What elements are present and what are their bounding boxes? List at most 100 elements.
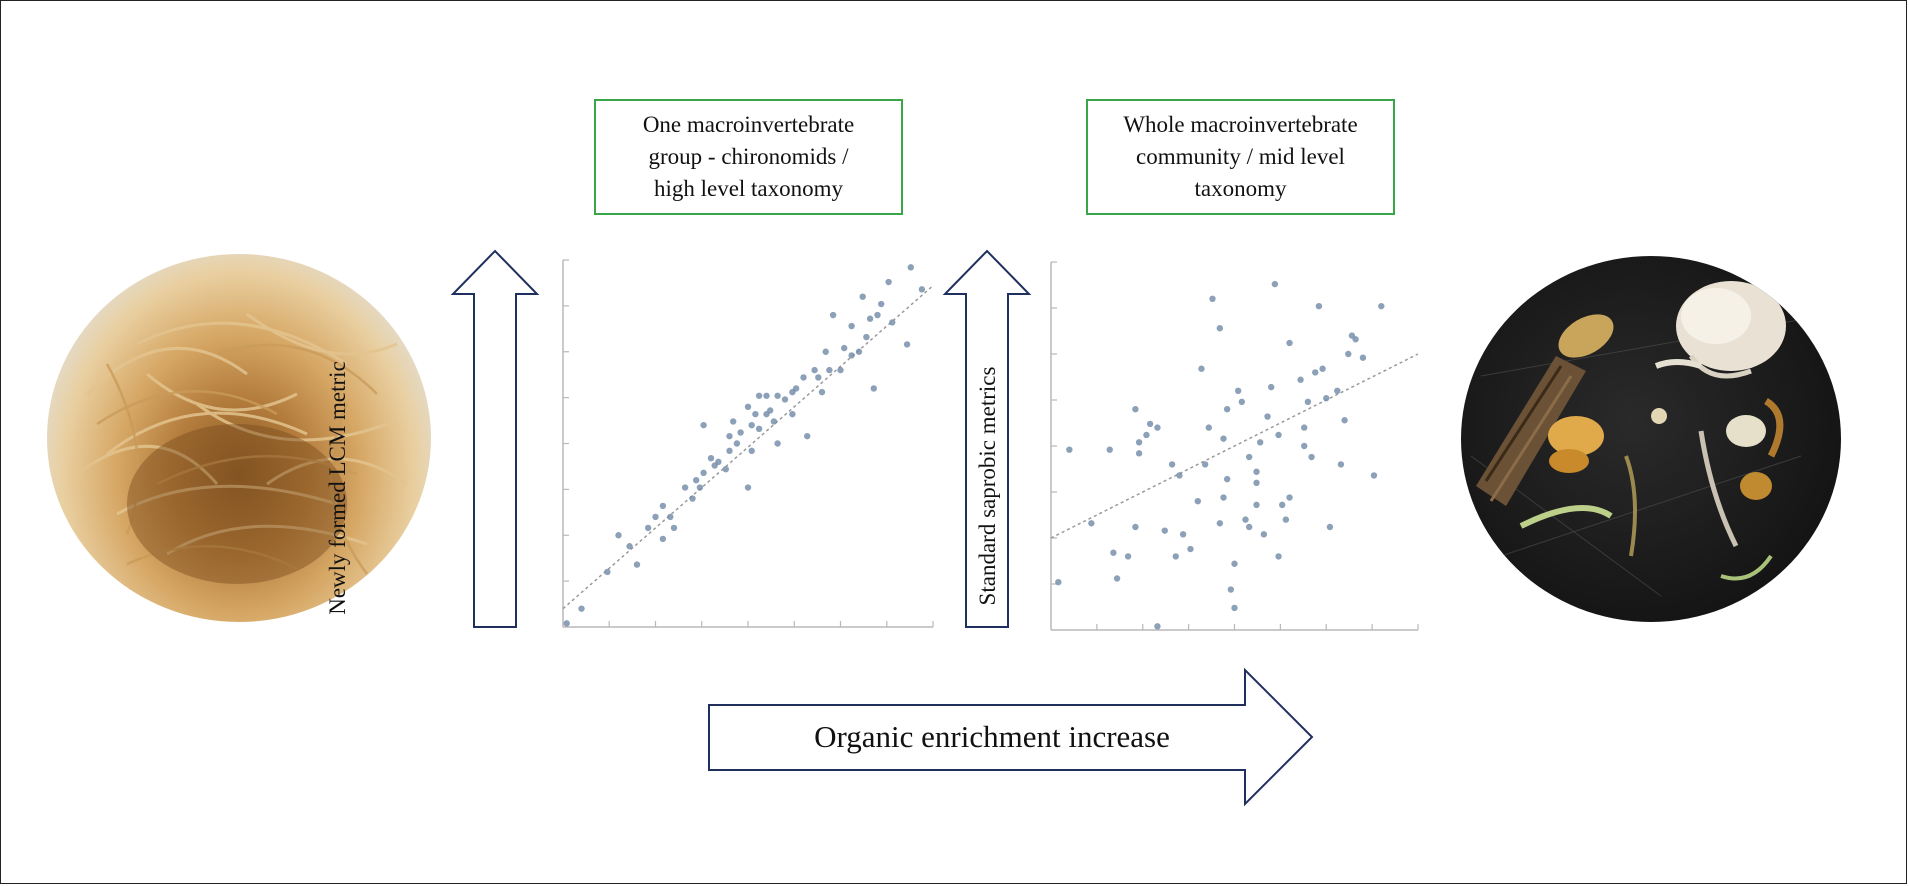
chart-right-data-point (1271, 280, 1279, 288)
chart-right-data-point (1304, 398, 1312, 406)
chart-left-data-point (748, 421, 755, 429)
chart-right-data-point (1253, 468, 1260, 475)
chart-right-data-point (1216, 520, 1224, 527)
chart-right-data-point (1187, 545, 1194, 553)
chart-left-data-point (578, 605, 585, 612)
chart-right-data-point (1352, 336, 1359, 343)
chart-right-data-point (1256, 439, 1264, 446)
chart-left-data-point (744, 484, 752, 491)
chart-left-data-point (874, 311, 881, 319)
chart-left-data-point (644, 524, 652, 532)
chart-right-data-point (1297, 376, 1304, 383)
chart-right-data-point (1253, 501, 1260, 509)
chart-left-data-point (604, 568, 611, 576)
community-label-text: Whole macroinvertebrate community / mid … (1123, 112, 1358, 201)
chart-left-data-point (889, 319, 896, 326)
chart-right-data-point (1194, 498, 1202, 505)
chart-right-data-point (1176, 472, 1183, 479)
chart-left-data-point (815, 374, 822, 381)
chart-left-data-point (841, 344, 848, 352)
chart-right-data-point (1301, 442, 1308, 450)
chart-left-data-point (789, 410, 796, 418)
chart-left-data-point (659, 535, 667, 543)
chart-left-data-point (667, 513, 674, 521)
chart-right-data-point (1286, 494, 1293, 501)
chart-left-data-point (903, 341, 911, 348)
chart-right-data-point (1245, 523, 1253, 531)
chart-right (1050, 261, 1419, 631)
chart-right-data-point (1268, 383, 1275, 391)
chart-left-data-point (770, 418, 778, 425)
chart-right-data-point (1370, 472, 1378, 479)
chart-right-data-point (1337, 461, 1345, 468)
chart-left-data-point (781, 396, 789, 403)
chart-left-data-point (626, 543, 633, 550)
chart-left-data-point (730, 418, 737, 425)
chart-right-data-point (1319, 365, 1326, 372)
chart-left-data-point (752, 410, 759, 418)
chart-left-data-point (918, 286, 926, 293)
chart-right-data-point (1275, 431, 1282, 439)
chart-left-data-point (907, 264, 914, 271)
chart-left-data-point (804, 432, 811, 440)
chart-right-data-point (1378, 302, 1385, 310)
chironomid-photo-texture (76, 312, 408, 584)
enrichment-arrow-label: Organic enrichment increase (814, 719, 1170, 754)
chart-right-data-point (1132, 406, 1139, 413)
chart-left-data-point (700, 421, 707, 429)
chart-right-data-point (1326, 523, 1334, 531)
chart-left (562, 259, 934, 628)
chart-left-data-point (863, 333, 870, 341)
chart-right-data-point (1223, 475, 1231, 483)
chart-right-data-point (1132, 523, 1139, 531)
chart-left-data-point (792, 385, 800, 392)
macroinvertebrate-community-photo (1461, 256, 1841, 622)
chart-right-data-point (1223, 406, 1231, 413)
chart-left-data-point (652, 513, 659, 521)
chart-right-data-point (1088, 520, 1095, 527)
chart-right-data-point (1201, 461, 1209, 468)
chart-left-data-point (829, 311, 837, 319)
chart-left-data-point (800, 374, 807, 381)
chart-left-data-point (748, 447, 755, 455)
chart-left-trend-line (562, 285, 934, 610)
chart-right-data-point (1286, 339, 1293, 347)
chart-right-data-point (1245, 453, 1253, 461)
chart-left-data-point (726, 432, 733, 440)
chart-right-data-point (1312, 369, 1319, 376)
chart-right-data-point (1253, 479, 1260, 486)
chart-left-data-point (848, 322, 855, 330)
chart-left-data-point (848, 352, 855, 359)
chart-right-data-point (1345, 350, 1352, 358)
chart-right-data-point (1055, 578, 1062, 586)
chart-left-data-point (885, 278, 892, 286)
chart-left-data-point (733, 440, 741, 447)
chart-right-data-point (1168, 461, 1176, 468)
chart-right-data-point (1301, 424, 1308, 431)
chart-right-data-point (1124, 553, 1132, 560)
chart-left-data-point (563, 620, 570, 627)
chart-right-data-point (1234, 387, 1242, 394)
chart-right-data-point (1323, 394, 1330, 402)
chart-left-data-point (696, 484, 704, 491)
chart-left-data-point (659, 502, 667, 510)
chart-left-data-point (755, 392, 763, 399)
chart-right-data-point (1315, 302, 1323, 310)
chart-right-data-point (1238, 398, 1246, 406)
chart-left-data-point (818, 388, 826, 396)
chart-left-data-point (774, 440, 781, 447)
chart-right-data-point (1110, 549, 1117, 556)
chart-right-data-point (1209, 295, 1216, 302)
community-label-box: Whole macroinvertebrate community / mid … (1086, 99, 1395, 215)
chart-right-data-point (1282, 516, 1290, 523)
chart-left-data-point (855, 348, 863, 355)
chart-right-points (1055, 280, 1385, 630)
chart-right-data-point (1143, 431, 1150, 439)
chart-left-data-point (755, 425, 763, 433)
chart-left-data-point (866, 315, 874, 322)
chart-right-data-point (1334, 387, 1341, 394)
chart-right-data-point (1220, 435, 1227, 442)
chart-left-data-point (870, 385, 877, 392)
chart-right-data-point (1231, 604, 1238, 612)
